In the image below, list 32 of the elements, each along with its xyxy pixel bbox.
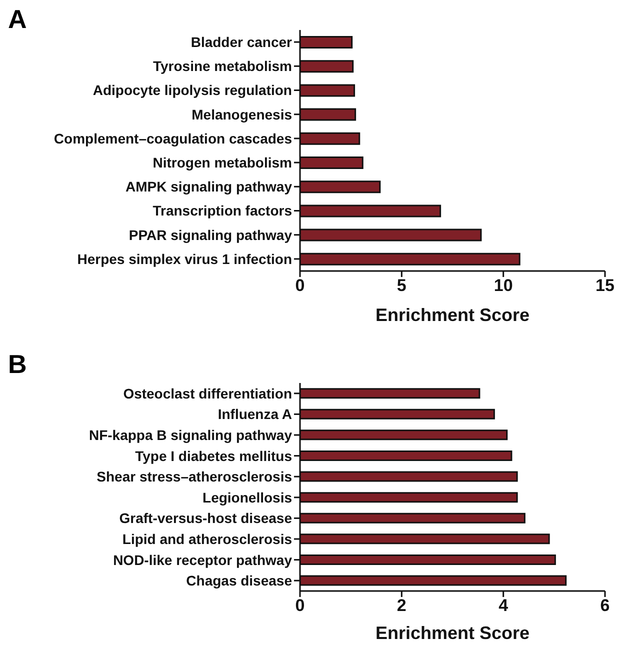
y-tick-label: Type I diabetes mellitus: [135, 448, 292, 464]
y-tick-label: NOD-like receptor pathway: [113, 552, 292, 568]
y-tick-label: Graft-versus-host disease: [119, 510, 292, 526]
y-tick-label: PPAR signaling pathway: [128, 226, 292, 243]
y-tick-label: Transcription factors: [152, 202, 292, 219]
text: B: [8, 349, 27, 380]
y-tick-label: Nitrogen metabolism: [152, 154, 292, 171]
x-tick-label: 0: [295, 276, 305, 296]
y-tick-label: Tyrosine metabolism: [152, 58, 292, 74]
y-tick-label: Lipid and atherosclerosis: [122, 530, 292, 547]
y-tick-label: Adipocyte lipolysis regulation: [92, 82, 292, 98]
y-tick-label: AMPK signaling pathway: [126, 178, 292, 195]
x-axis-title: Enrichment Score: [375, 305, 530, 325]
x-axis-title: Enrichment Score: [375, 623, 530, 643]
x-tick-label: 0: [295, 596, 305, 616]
x-tick-label: 6: [600, 596, 610, 616]
y-tick-label: Shear stress–atherosclerosis: [96, 468, 292, 485]
text: A: [8, 4, 27, 35]
y-tick-label: Complement–coagulation cascades: [54, 130, 292, 146]
y-tick-label: Herpes simplex virus 1 infection: [77, 250, 292, 267]
y-tick-label: Legionellosis: [202, 489, 292, 506]
y-tick-label: Osteoclast differentiation: [123, 385, 292, 402]
y-tick-label: Chagas disease: [186, 572, 292, 589]
x-tick-label: 4: [498, 596, 509, 616]
x-tick-label: 10: [494, 276, 513, 296]
y-tick-label: Bladder cancer: [190, 34, 293, 50]
x-tick-label: 2: [396, 596, 406, 616]
y-tick-label: Melanogenesis: [192, 106, 292, 122]
y-tick-label: NF-kappa B signaling pathway: [88, 426, 292, 443]
y-tick-label: Influenza A: [218, 406, 292, 422]
x-tick-label: 15: [596, 276, 614, 296]
x-tick-label: 5: [396, 276, 406, 296]
